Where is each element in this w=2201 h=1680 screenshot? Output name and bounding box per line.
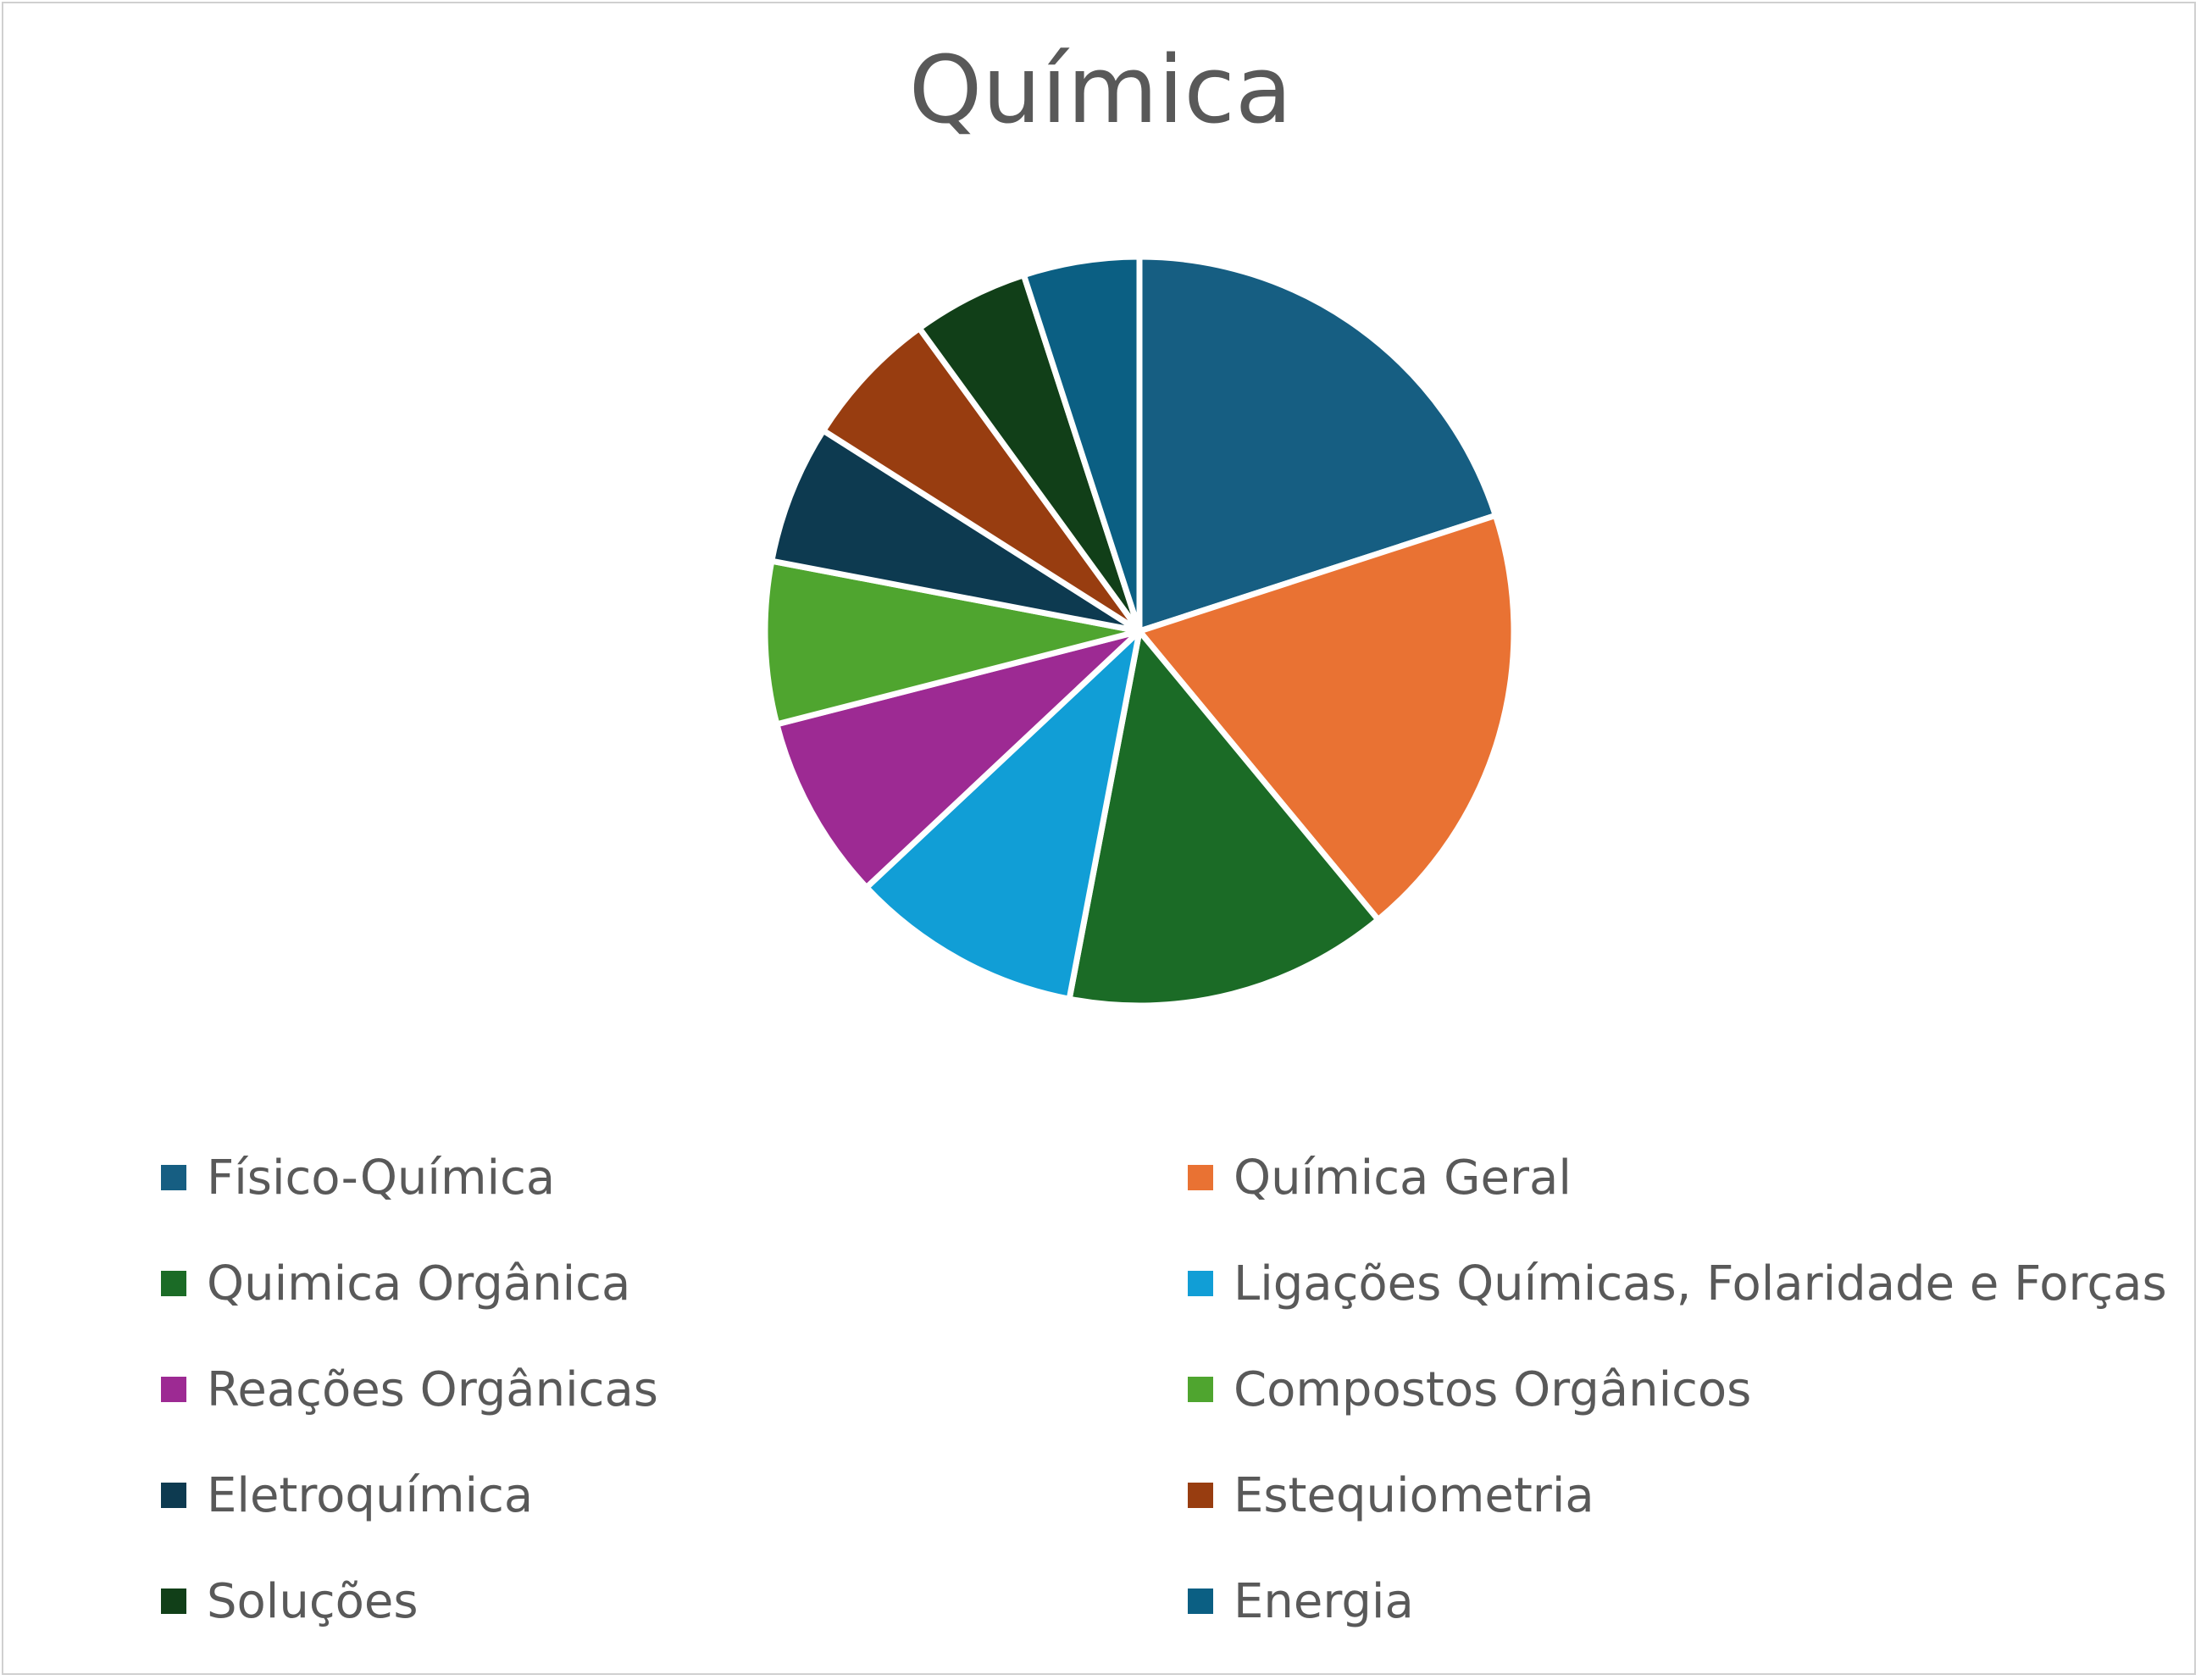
pie-slice-5 — [773, 628, 1143, 891]
pie-slice-10 — [1020, 253, 1143, 635]
legend-entry-10: Energia — [1188, 1555, 2110, 1648]
legend-label: Compostos Orgânicos — [1234, 1361, 1752, 1417]
legend-swatch — [161, 1377, 186, 1402]
legend-swatch — [1188, 1377, 1213, 1402]
legend-entry-2: Química Geral — [1188, 1131, 2110, 1224]
legend-swatch — [1188, 1589, 1213, 1614]
legend-swatch — [161, 1483, 186, 1508]
legend-swatch — [161, 1589, 186, 1614]
chart-title: Química — [908, 36, 1293, 144]
pie-slice-4 — [863, 628, 1143, 1002]
pie-slice-8 — [820, 324, 1143, 635]
pie-slice-7 — [768, 427, 1143, 635]
legend-swatch — [1188, 1483, 1213, 1508]
pie-slice-1 — [1136, 253, 1499, 635]
legend-label: Físico-Química — [207, 1150, 556, 1206]
legend-entry-9: Soluções — [161, 1555, 1188, 1648]
legend-entry-4: Ligações Químicas, Folaridade e Forças — [1188, 1237, 2167, 1330]
legend-swatch — [1188, 1165, 1213, 1190]
legend-label: Eletroquímica — [207, 1467, 534, 1523]
legend-swatch — [1188, 1271, 1213, 1296]
legend-entry-3: Quimica Orgânica — [161, 1237, 1188, 1330]
legend-entry-5: Reações Orgânicas — [161, 1343, 1188, 1436]
legend-label: Estequiometria — [1234, 1467, 1594, 1523]
legend-label: Química Geral — [1234, 1150, 1572, 1206]
legend-entry-8: Estequiometria — [1188, 1449, 2110, 1542]
legend-label: Energia — [1234, 1573, 1414, 1629]
pie-slice-6 — [762, 557, 1143, 728]
pie-slice-3 — [1066, 628, 1382, 1009]
chart-legend: Físico-Química Química Geral Quimica Orgân… — [161, 1131, 2167, 1661]
legend-entry-1: Físico-Química — [161, 1131, 1188, 1224]
legend-entry-7: Eletroquímica — [161, 1449, 1188, 1542]
legend-label: Quimica Orgânica — [207, 1256, 631, 1311]
legend-swatch — [161, 1165, 186, 1190]
legend-swatch — [161, 1271, 186, 1296]
legend-label: Ligações Químicas, Folaridade e Forças — [1234, 1256, 2167, 1311]
legend-label: Soluções — [207, 1573, 419, 1629]
legend-entry-6: Compostos Orgânicos — [1188, 1343, 2110, 1436]
legend-label: Reações Orgânicas — [207, 1361, 658, 1417]
pie-slice-2 — [1136, 512, 1517, 923]
